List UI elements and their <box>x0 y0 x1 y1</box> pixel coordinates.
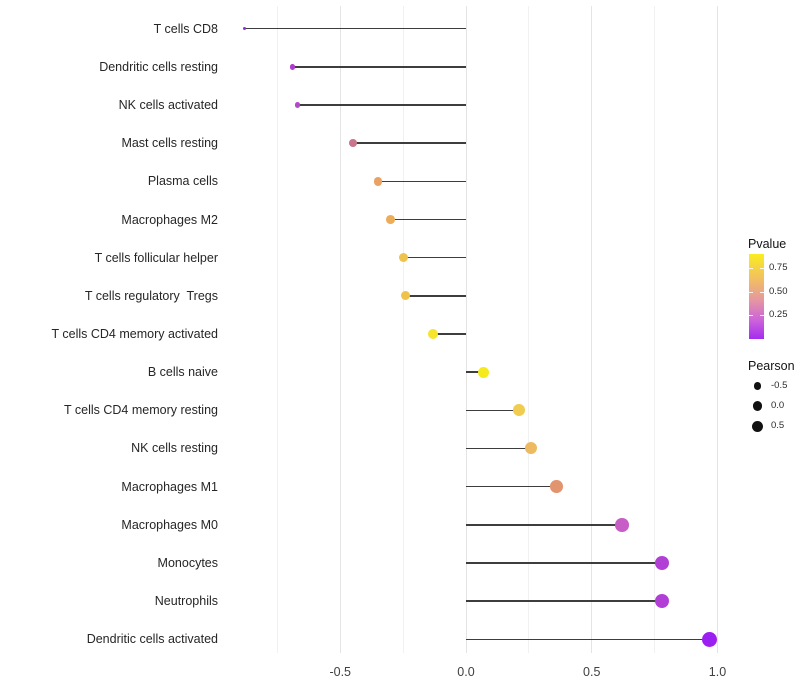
lollipop-stem <box>352 142 466 144</box>
lollipop-dot <box>702 631 718 647</box>
lollipop-dot <box>478 366 490 378</box>
gridline <box>465 6 467 653</box>
category-label: Macrophages M2 <box>121 212 218 227</box>
x-axis-tick-label: -0.5 <box>329 665 352 679</box>
lollipop-stem <box>466 638 710 640</box>
colorbar-tick <box>749 315 753 317</box>
gridline <box>654 6 656 653</box>
gridline <box>717 6 718 653</box>
gridline <box>528 6 530 653</box>
size-legend-dot <box>752 420 763 432</box>
gridline <box>276 6 278 653</box>
size-legend-label: 0.5 <box>771 420 785 431</box>
lollipop-dot <box>348 139 357 148</box>
category-label: B cells naive <box>147 365 218 380</box>
colorbar-tick-label: 0.75 <box>769 262 788 274</box>
lollipop-stem <box>433 333 466 335</box>
lollipop-dot <box>615 517 629 532</box>
category-label: T cells CD8 <box>153 21 218 36</box>
colorbar-tick <box>749 291 753 293</box>
category-label: Dendritic cells resting <box>99 59 218 74</box>
category-label: T cells CD4 memory resting <box>64 403 218 418</box>
x-axis-tick-label: 0.5 <box>583 665 601 679</box>
lollipop-dot <box>289 63 296 70</box>
x-axis-tick-label: 1.0 <box>708 665 727 679</box>
lollipop-dot <box>401 291 411 301</box>
category-label: Macrophages M0 <box>121 517 218 532</box>
size-legend-dot <box>752 401 763 411</box>
category-label: Monocytes <box>157 555 218 570</box>
size-legend-label: -0.5 <box>771 380 788 391</box>
category-label: NK cells activated <box>118 98 218 113</box>
lollipop-stem <box>466 447 532 450</box>
category-label: Plasma cells <box>147 174 218 189</box>
lollipop-stem <box>466 371 484 373</box>
gridline <box>339 6 341 653</box>
x-axis-tick-label: 0.0 <box>457 665 475 679</box>
lollipop-stem <box>377 180 466 183</box>
lollipop-stem <box>466 600 663 602</box>
category-label: T cells regulatory Tregs <box>84 288 218 303</box>
lollipop-dot <box>512 404 525 417</box>
lollipop-dot <box>242 26 247 31</box>
lollipop-stem <box>390 218 466 221</box>
lollipop-stem <box>244 27 466 30</box>
colorbar-tick-label: 0.25 <box>769 309 788 321</box>
category-label: T cells CD4 memory activated <box>51 326 219 341</box>
colorbar-tick <box>760 268 764 270</box>
lollipop-stem <box>403 256 466 259</box>
lollipop-stem <box>466 562 663 564</box>
lollipop-dot <box>655 593 670 609</box>
category-label: Neutrophils <box>154 594 218 609</box>
category-label: Dendritic cells activated <box>86 632 218 647</box>
pvalue-colorbar <box>749 254 764 339</box>
category-label: Mast cells resting <box>121 136 218 151</box>
lollipop-dot <box>525 442 538 455</box>
colorbar-tick <box>760 291 764 293</box>
lollipop-stem <box>297 104 466 106</box>
lollipop-stem <box>466 524 622 526</box>
colorbar-tick-label: 0.50 <box>769 285 788 297</box>
lollipop-dot <box>550 480 563 493</box>
size-legend-label: 0.0 <box>771 400 785 411</box>
lollipop-stem <box>292 66 466 68</box>
lollipop-dot <box>398 253 408 263</box>
category-label: T cells follicular helper <box>94 250 218 265</box>
lollipop-stem <box>405 295 466 297</box>
lollipop-stem <box>466 485 557 488</box>
lollipop-dot <box>428 329 439 339</box>
lollipop-stem <box>466 409 519 412</box>
category-label: NK cells resting <box>131 441 218 456</box>
lollipop-dot <box>294 102 301 108</box>
category-label: Macrophages M1 <box>121 479 218 494</box>
lollipop-dot <box>373 177 383 186</box>
gridline <box>402 6 404 653</box>
lollipop-dot <box>655 555 670 571</box>
pearson-legend-title: Pearson <box>748 359 795 373</box>
colorbar-tick <box>749 268 753 270</box>
gridline <box>591 6 593 653</box>
size-legend-dot <box>753 382 762 390</box>
lollipop-dot <box>386 215 395 224</box>
pvalue-legend-title: Pvalue <box>748 237 787 251</box>
colorbar-tick <box>760 315 764 317</box>
